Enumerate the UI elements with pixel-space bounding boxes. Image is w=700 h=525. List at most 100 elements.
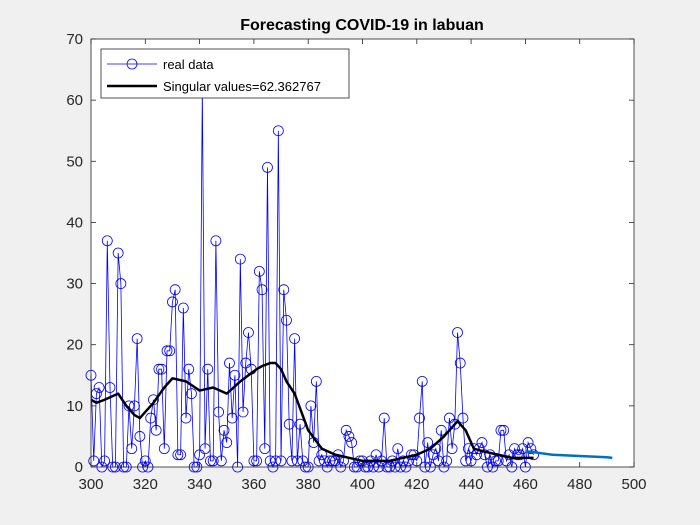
real-data-point	[112, 247, 124, 259]
real-data-point	[224, 357, 235, 369]
real-data-point	[180, 412, 192, 424]
real-data-point	[286, 455, 298, 467]
real-data-point	[435, 424, 447, 436]
real-data-point	[175, 449, 186, 461]
real-data-point	[495, 424, 507, 436]
x-tick-label: 320	[133, 476, 158, 493]
real-data-point	[115, 278, 127, 289]
real-data-point	[281, 314, 292, 326]
real-data-point	[490, 455, 501, 467]
y-tick-label: 40	[66, 214, 83, 231]
y-tick-label: 10	[66, 398, 83, 415]
y-tick-label: 50	[66, 153, 83, 170]
real-data-point	[123, 400, 135, 412]
real-data-point	[443, 412, 455, 424]
y-tick-label: 60	[66, 92, 83, 109]
real-data-point	[283, 418, 295, 430]
real-data-point	[468, 443, 480, 455]
x-tick-label: 340	[187, 476, 212, 493]
x-tick-label: 380	[296, 476, 321, 493]
series-singular-values-line	[90, 361, 534, 463]
real-data-point	[392, 443, 404, 455]
real-data-point	[297, 455, 309, 467]
real-data-point	[264, 455, 276, 467]
real-data-point	[148, 394, 159, 406]
real-data-point	[343, 431, 355, 442]
real-data-point	[213, 406, 225, 418]
real-data-point	[156, 363, 167, 375]
real-data-point	[476, 437, 488, 448]
real-data-point	[319, 455, 330, 467]
real-data-point	[324, 455, 336, 467]
real-data-point	[498, 424, 510, 436]
real-data-point	[291, 455, 303, 467]
real-data-point	[256, 284, 268, 296]
real-data-point	[259, 443, 271, 455]
real-data-point	[514, 449, 526, 461]
real-data-point	[194, 449, 206, 461]
real-data-point	[240, 357, 252, 369]
real-data-point	[221, 437, 233, 448]
real-data-point	[509, 443, 520, 455]
real-data-point	[131, 333, 143, 345]
legend-singular-values-label: Singular values=62.362767	[163, 79, 321, 94]
real-data-point	[305, 400, 317, 412]
y-tick-label: 70	[66, 31, 83, 48]
real-data-point	[226, 412, 238, 424]
real-data-point	[457, 412, 469, 424]
real-data-point	[522, 437, 534, 448]
real-data-point	[129, 400, 140, 412]
real-data-point	[460, 455, 472, 467]
real-data-point	[158, 443, 170, 455]
x-tick-label: 400	[350, 476, 375, 493]
real-data-point	[289, 333, 301, 345]
y-tick-label: 20	[66, 337, 83, 354]
real-data-point	[422, 437, 434, 448]
real-data-point	[275, 455, 287, 467]
real-data-point	[528, 449, 539, 461]
legend-real-data-marker	[126, 58, 138, 70]
real-data-point	[378, 412, 390, 424]
real-data-point	[202, 363, 214, 375]
x-tick-label: 440	[459, 476, 484, 493]
x-tick-label: 480	[567, 476, 592, 493]
real-data-point	[416, 375, 428, 387]
real-data-point	[511, 449, 523, 461]
real-data-point	[346, 437, 358, 448]
real-data-point	[134, 431, 146, 442]
series-layer	[85, 82, 613, 473]
x-tick-label: 300	[78, 476, 103, 493]
real-data-point	[237, 406, 249, 418]
real-data-point	[150, 424, 162, 436]
series-forecast-line	[525, 449, 613, 460]
plot-area	[91, 39, 634, 467]
real-data-point	[446, 443, 458, 455]
x-tick-label: 500	[621, 476, 646, 493]
real-data-point	[397, 455, 409, 467]
real-data-point	[210, 235, 222, 247]
real-data-point	[414, 412, 425, 424]
real-data-point	[454, 357, 466, 369]
x-tick-label: 460	[513, 476, 538, 493]
x-tick-label: 420	[404, 476, 429, 493]
real-data-point	[88, 455, 100, 467]
real-data-point	[229, 369, 241, 381]
real-data-point	[172, 449, 184, 461]
real-data-point	[278, 284, 290, 296]
real-data-point	[207, 455, 219, 467]
real-data-point	[243, 327, 254, 338]
real-data-point	[310, 375, 322, 387]
real-data-point	[93, 382, 105, 393]
real-data-point	[169, 284, 181, 296]
real-data-point	[183, 363, 195, 375]
real-data-point	[452, 327, 463, 338]
real-data-point	[205, 455, 216, 467]
real-data-point	[153, 363, 165, 375]
real-data-point	[164, 345, 176, 357]
real-data-point	[218, 424, 230, 436]
real-data-point	[126, 443, 138, 455]
axis-ticks: 300 320 340 360 380 400 420 440 460 480 500 0 10 20 30…	[66, 31, 646, 493]
real-data-point	[251, 455, 263, 467]
real-data-point	[340, 424, 352, 436]
real-data-point	[262, 161, 273, 173]
